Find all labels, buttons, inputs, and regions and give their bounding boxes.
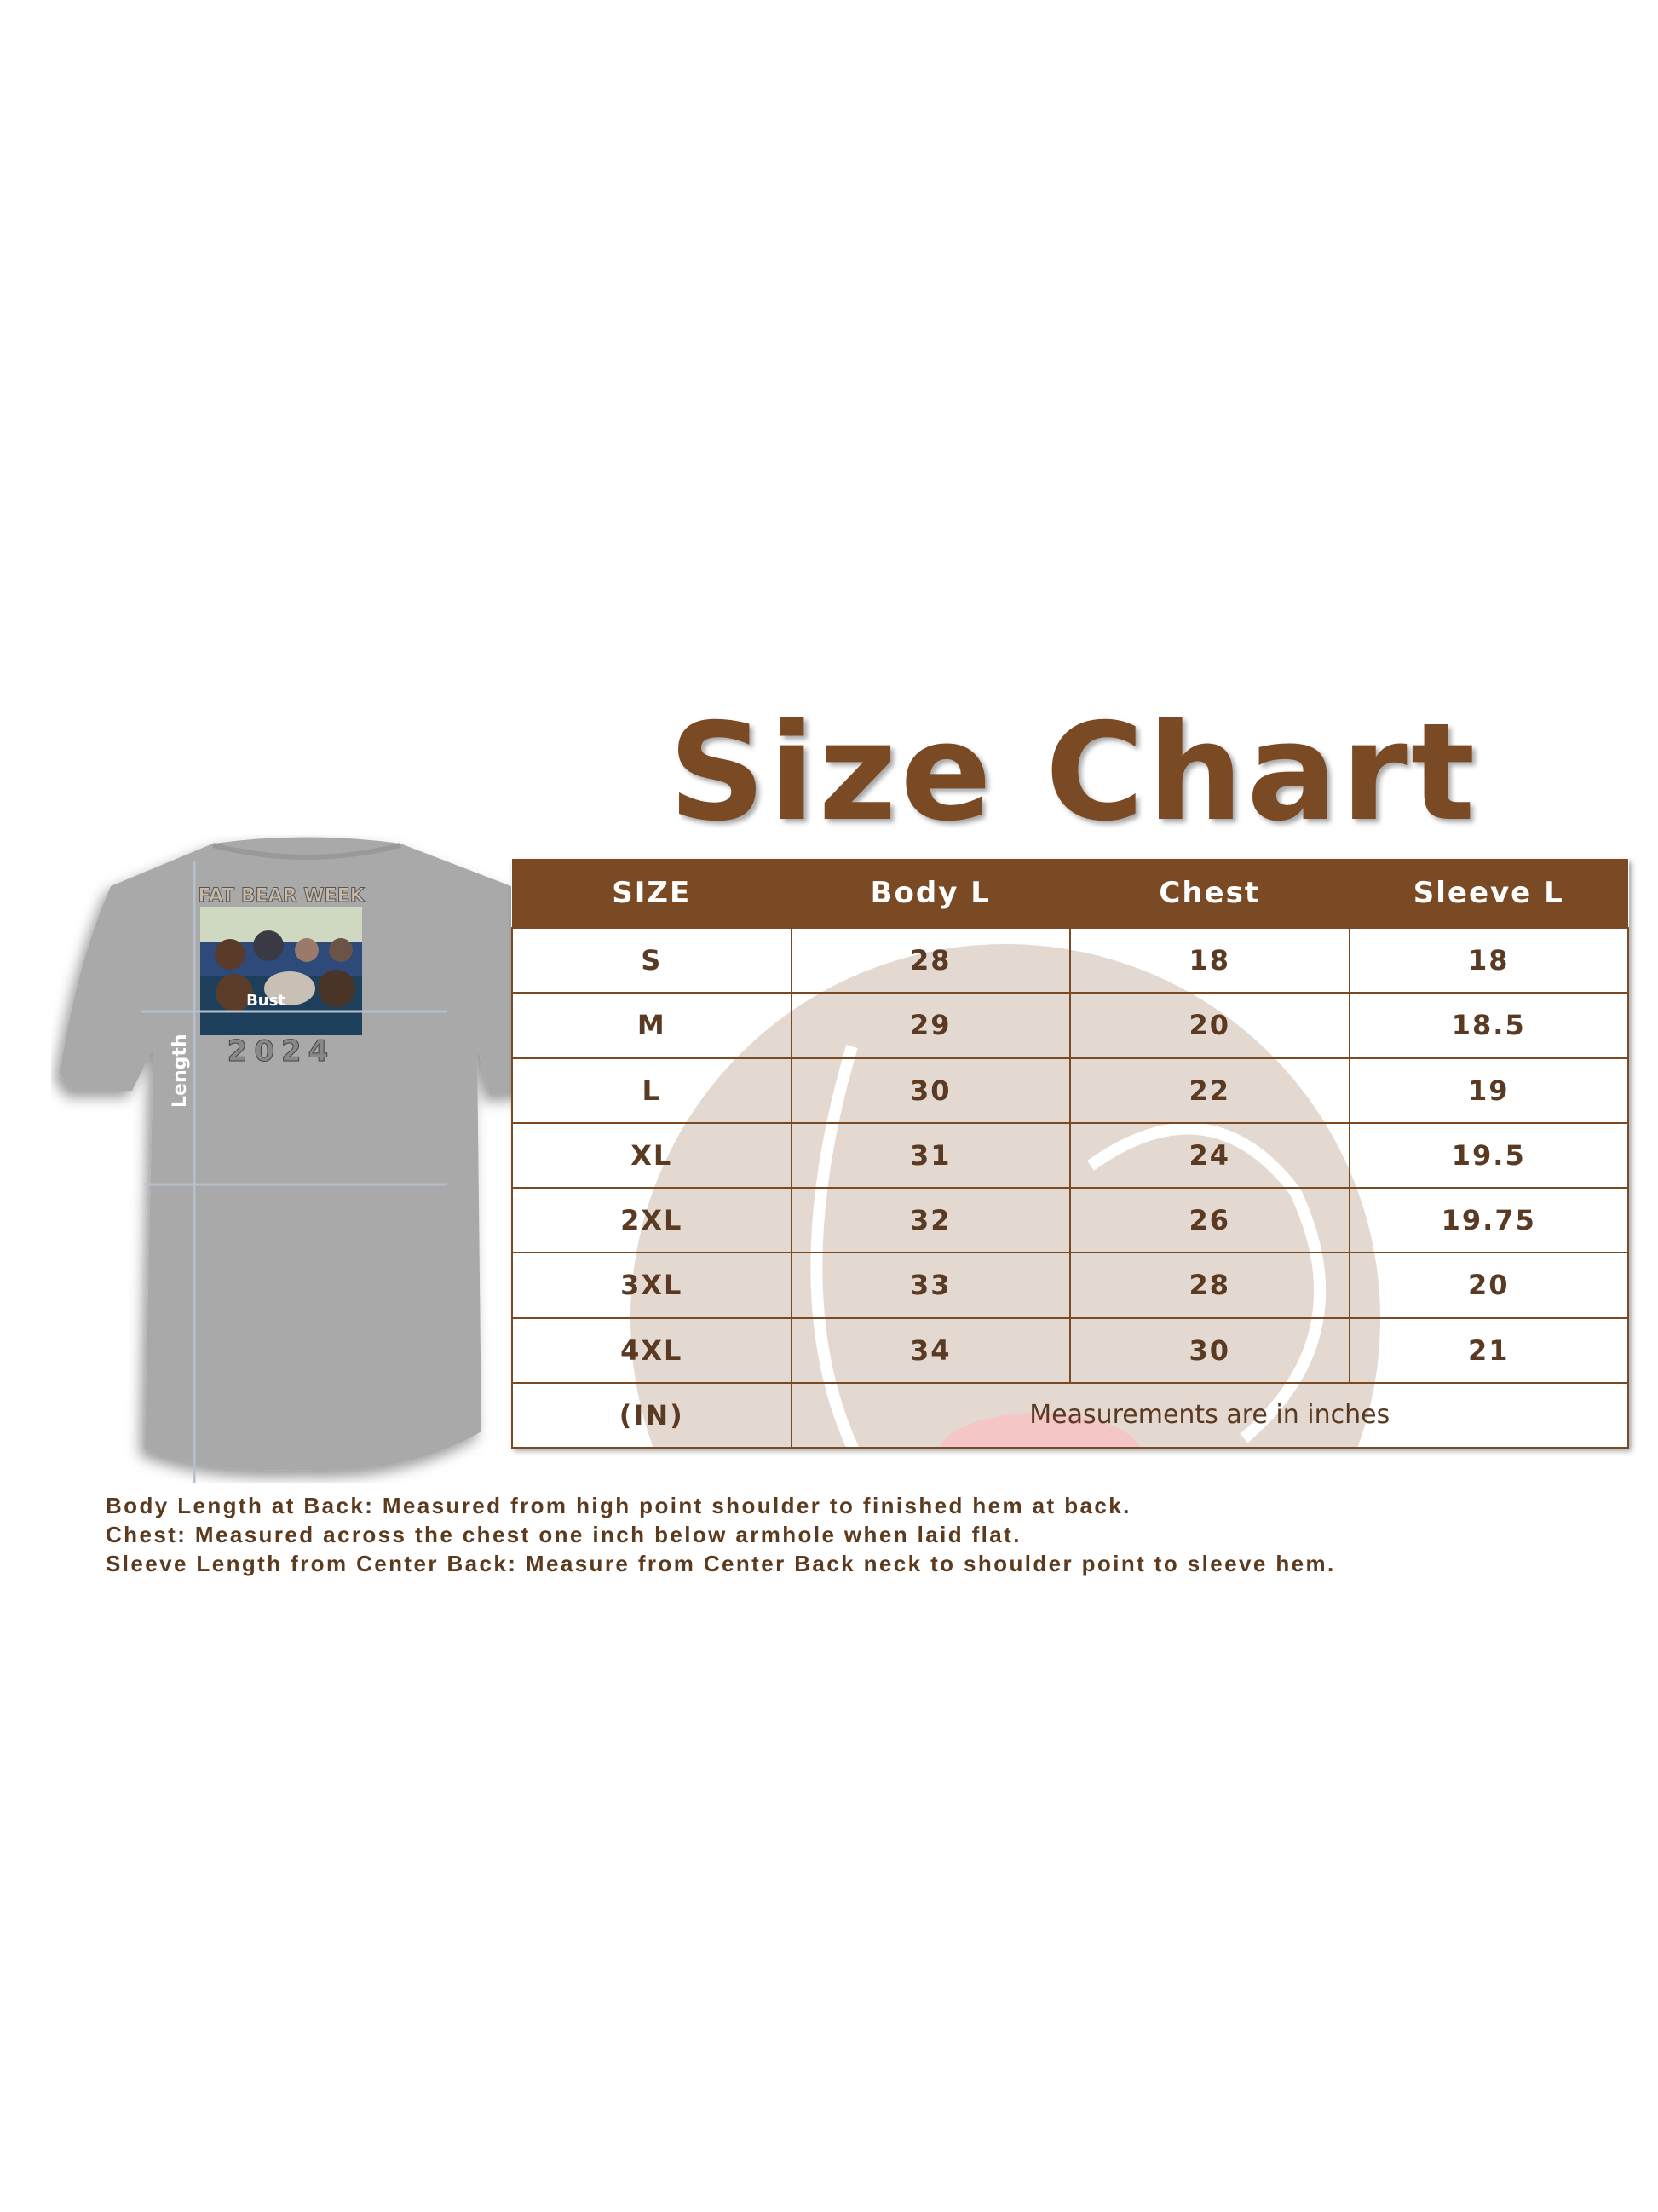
- table-row: M 29 20 18.5: [511, 992, 1629, 1059]
- cell-size: S: [511, 926, 792, 994]
- cell-size: M: [511, 992, 792, 1059]
- size-table-container: SIZE Body L Chest Sleeve L S 28 18 18 M 29 20 1…: [511, 859, 1629, 1449]
- table-row: 3XL 33 28 20: [511, 1252, 1629, 1319]
- length-label: Length: [170, 1034, 191, 1108]
- table-row: XL 31 24 19.5: [511, 1121, 1629, 1190]
- cell-body-length: 30: [790, 1057, 1071, 1124]
- cell-sleeve-length: 21: [1348, 1316, 1629, 1384]
- unit-note: Measurements are in inches: [790, 1381, 1629, 1449]
- cell-body-length: 31: [790, 1121, 1071, 1190]
- cell-body-length: 32: [790, 1186, 1071, 1254]
- cell-body-length: 29: [790, 992, 1071, 1059]
- print-year: 2024: [227, 1034, 336, 1069]
- header-body-length: Body L: [791, 859, 1070, 928]
- header-size: SIZE: [512, 859, 792, 928]
- note-sleeve-length: Sleeve Length from Center Back: Measure …: [106, 1551, 1336, 1576]
- table-row: S 28 18 18: [511, 926, 1629, 994]
- cell-sleeve-length: 19.5: [1348, 1121, 1629, 1190]
- print-word: Bust: [246, 992, 285, 1010]
- note-body-length: Body Length at Back: Measured from high …: [106, 1493, 1131, 1518]
- note-chest: Chest: Measured across the chest one inc…: [106, 1522, 1022, 1547]
- cell-body-length: 34: [790, 1316, 1071, 1384]
- cell-chest: 20: [1069, 992, 1350, 1059]
- cell-size: L: [511, 1057, 792, 1124]
- size-table: SIZE Body L Chest Sleeve L S 28 18 18 M 29 20 1…: [511, 859, 1629, 1449]
- measurement-notes: Body Length at Back: Measured from high …: [106, 1491, 1336, 1578]
- unit-label: (IN): [511, 1381, 792, 1449]
- cell-size: 2XL: [511, 1186, 792, 1254]
- cell-sleeve-length: 19.75: [1348, 1186, 1629, 1254]
- cell-sleeve-length: 20: [1348, 1252, 1629, 1319]
- cell-chest: 18: [1069, 926, 1350, 994]
- cell-sleeve-length: 18: [1348, 926, 1629, 994]
- cell-chest: 28: [1069, 1252, 1350, 1319]
- tshirt-image: FAT BEAR WEEK Bust 2024 Length: [60, 837, 562, 1483]
- cell-sleeve-length: 18.5: [1348, 992, 1629, 1059]
- header-chest: Chest: [1070, 859, 1350, 928]
- page-title: Size Chart: [668, 694, 1479, 851]
- cell-chest: 22: [1069, 1057, 1350, 1124]
- cell-body-length: 33: [790, 1252, 1071, 1319]
- shirt-print: FAT BEAR WEEK Bust 2024: [198, 885, 366, 1069]
- unit-row: (IN) Measurements are in inches: [511, 1381, 1629, 1449]
- cell-size: 4XL: [511, 1316, 792, 1384]
- print-title: FAT BEAR WEEK: [198, 885, 365, 907]
- cell-size: XL: [511, 1121, 792, 1190]
- table-row: 4XL 34 30 21: [511, 1316, 1629, 1384]
- table-row: L 30 22 19: [511, 1057, 1629, 1124]
- cell-sleeve-length: 19: [1348, 1057, 1629, 1124]
- table-row: 2XL 32 26 19.75: [511, 1186, 1629, 1254]
- header-sleeve-length: Sleeve L: [1349, 859, 1628, 928]
- cell-chest: 26: [1069, 1186, 1350, 1254]
- cell-chest: 30: [1069, 1316, 1350, 1384]
- cell-size: 3XL: [511, 1252, 792, 1319]
- cell-chest: 24: [1069, 1121, 1350, 1190]
- table-header-row: SIZE Body L Chest Sleeve L: [512, 859, 1628, 928]
- cell-body-length: 28: [790, 926, 1071, 994]
